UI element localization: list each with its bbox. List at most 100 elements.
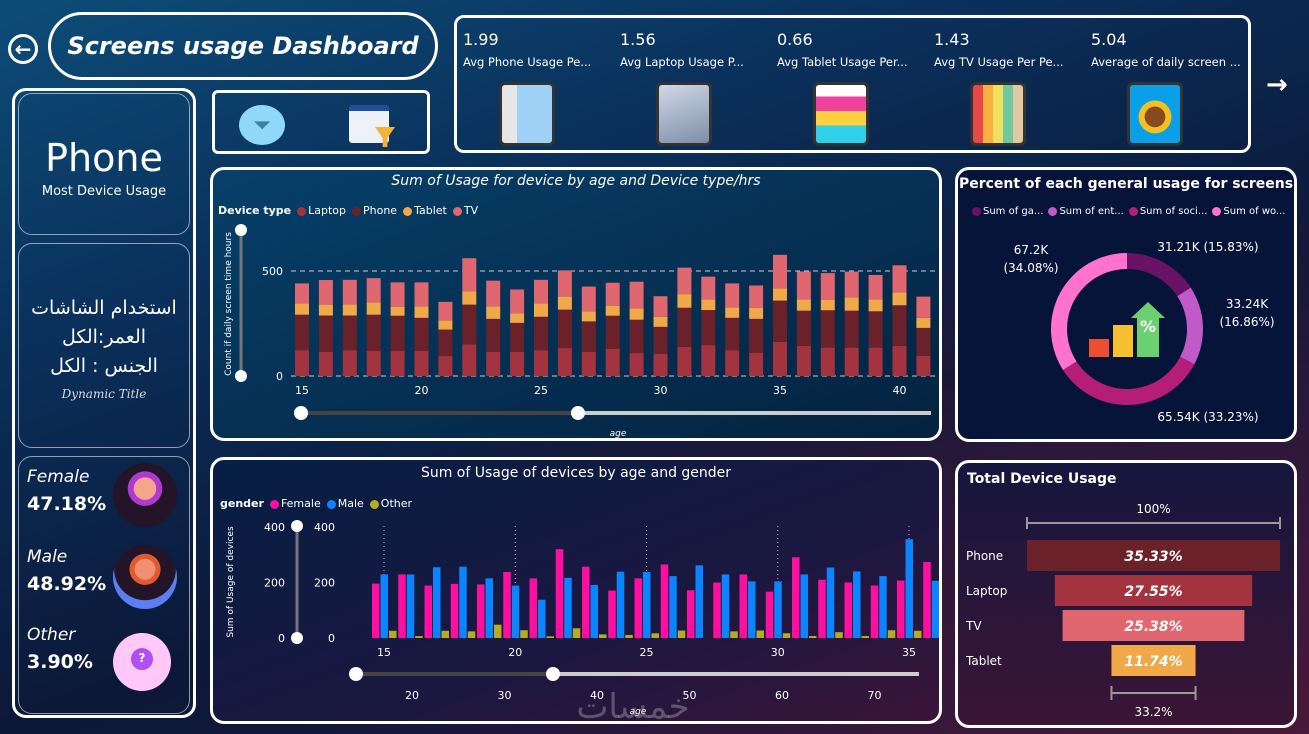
percent-symbol-icon: % bbox=[1140, 317, 1156, 336]
donut-slice[interactable] bbox=[1051, 253, 1127, 371]
x-axis-title: age bbox=[610, 429, 627, 438]
back-button[interactable]: ← bbox=[8, 34, 38, 64]
y-slider-handle[interactable] bbox=[291, 520, 303, 532]
bar-laptop-29 bbox=[629, 353, 644, 376]
bar-phone-28 bbox=[605, 315, 620, 349]
legend-item[interactable]: Sum of wo... bbox=[1212, 206, 1285, 217]
chart-growth-icon bbox=[1113, 325, 1133, 357]
age-slider-handle[interactable] bbox=[546, 667, 560, 681]
kpi-value: 1.43 bbox=[934, 30, 970, 49]
funnel-category-label: Phone bbox=[966, 549, 1003, 563]
kpi-value: 0.66 bbox=[777, 30, 813, 49]
bar-phone-37 bbox=[820, 310, 835, 348]
bar-other-16 bbox=[415, 636, 423, 638]
legend-item-female[interactable]: Female bbox=[269, 497, 321, 510]
male-avatar-icon bbox=[113, 545, 177, 609]
bar-tablet-41 bbox=[916, 317, 931, 328]
kpi-label: Average of daily screen ... bbox=[1091, 55, 1241, 69]
funnel-bar-phone[interactable] bbox=[1027, 540, 1280, 571]
donut-slice[interactable] bbox=[1063, 356, 1195, 405]
funnel-bar-laptop[interactable] bbox=[1054, 575, 1253, 606]
next-arrow-icon[interactable]: → bbox=[1266, 70, 1288, 100]
legend-item[interactable]: Sum of ga... bbox=[972, 206, 1043, 217]
bar-tablet-17 bbox=[342, 304, 357, 316]
legend-item[interactable]: Sum of ent... bbox=[1048, 206, 1124, 217]
kpi-label: Avg TV Usage Per Pe... bbox=[934, 55, 1064, 69]
clear-filters-icon[interactable]: ⏷ bbox=[239, 105, 285, 145]
x-tick-label: 30 bbox=[771, 646, 785, 659]
bar-tablet-20 bbox=[414, 306, 429, 318]
legend-item-laptop[interactable]: Laptop bbox=[297, 204, 346, 217]
age-slider-handle[interactable] bbox=[294, 406, 308, 420]
bar-tv-26 bbox=[557, 270, 572, 297]
bar-phone-34 bbox=[749, 318, 764, 353]
most-device-label: Most Device Usage bbox=[41, 184, 167, 199]
bar-female-19 bbox=[477, 584, 485, 638]
legend-item[interactable]: Sum of soci... bbox=[1128, 206, 1207, 217]
kpi-value: 1.56 bbox=[620, 30, 656, 49]
funnel-bar-tablet[interactable] bbox=[1111, 645, 1196, 676]
most-device-card: Phone Most Device Usage bbox=[18, 93, 190, 235]
x-tick-label: 15 bbox=[377, 646, 391, 659]
dynamic-title-card: استخدام الشاشات العمر:الكل الجنس : الكل … bbox=[18, 243, 190, 448]
donut-slice[interactable] bbox=[1127, 253, 1191, 297]
dashboard-title: Screens usage Dashboard bbox=[48, 12, 438, 80]
funnel-top-label: 100% bbox=[1136, 502, 1170, 516]
legend-item-phone[interactable]: Phone bbox=[352, 204, 397, 217]
funnel-value-label: 25.38% bbox=[1124, 619, 1182, 635]
bar-female-18 bbox=[450, 583, 459, 638]
bar-male-24 bbox=[616, 571, 625, 638]
funnel-category-label: TV bbox=[965, 619, 982, 633]
legend-item-other[interactable]: Other bbox=[369, 497, 412, 510]
slider-tick-label: 20 bbox=[405, 689, 419, 702]
y-axis-title: Sum of Usage of devices bbox=[226, 526, 236, 638]
bar-tablet-39 bbox=[868, 299, 883, 312]
bar-tv-27 bbox=[581, 286, 596, 312]
bar-female-26 bbox=[660, 564, 669, 638]
bar-tv-29 bbox=[629, 281, 644, 309]
back-arrow-icon: ← bbox=[14, 37, 32, 61]
funnel-category-label: Laptop bbox=[966, 584, 1007, 598]
bar-phone-40 bbox=[892, 305, 907, 346]
bar-other-31 bbox=[809, 636, 817, 638]
female-avatar-icon bbox=[113, 463, 177, 527]
bar-laptop-31 bbox=[677, 347, 692, 376]
bar-other-29 bbox=[756, 630, 764, 638]
age-slider-handle[interactable] bbox=[571, 406, 585, 420]
x-axis-title: age bbox=[630, 707, 647, 717]
chart-title: Percent of each general usage for screen… bbox=[958, 176, 1294, 192]
funnel-value-label: 11.74% bbox=[1124, 654, 1182, 670]
y-slider-handle[interactable] bbox=[235, 370, 247, 382]
kpi-strip: 1.99 Avg Phone Usage Pe... 1.56 Avg Laptop … bbox=[454, 15, 1251, 153]
dynamic-line: العمر:الكل bbox=[61, 326, 147, 348]
y-slider-handle[interactable] bbox=[235, 224, 247, 236]
chart-title: Sum of Usage of devices by age and gende… bbox=[420, 465, 732, 481]
chart-title: Sum of Usage for device by age and Devic… bbox=[391, 173, 761, 189]
bar-tablet-33 bbox=[725, 307, 740, 318]
gender-chart: Sum of Usage of devices by age and gende… bbox=[210, 457, 942, 724]
funnel-bar-tv[interactable] bbox=[1062, 610, 1245, 641]
bar-female-15 bbox=[372, 583, 380, 638]
bar-male-15 bbox=[380, 574, 388, 638]
y-slider-tick-label: 400 bbox=[264, 521, 285, 534]
dynamic-caption: Dynamic Title bbox=[61, 387, 147, 401]
age-slider-handle[interactable] bbox=[349, 667, 363, 681]
legend-item-tablet[interactable]: Tablet bbox=[403, 204, 447, 217]
donut-slice[interactable] bbox=[1177, 287, 1203, 365]
bar-laptop-27 bbox=[581, 351, 596, 376]
bar-other-32 bbox=[835, 632, 843, 638]
legend-item-male[interactable]: Male bbox=[326, 497, 364, 510]
bar-tv-20 bbox=[414, 282, 429, 307]
bar-laptop-33 bbox=[725, 350, 740, 376]
y-slider-handle[interactable] bbox=[291, 632, 303, 644]
bar-other-19 bbox=[494, 624, 502, 638]
watermark-logo: خمسات bbox=[576, 687, 689, 721]
bar-phone-31 bbox=[677, 307, 692, 348]
filter-panel-icon[interactable] bbox=[349, 105, 395, 147]
gender-label: Male bbox=[27, 547, 68, 567]
bar-female-16 bbox=[398, 574, 406, 638]
funnel-value-label: 35.33% bbox=[1124, 549, 1182, 565]
legend-item-tv[interactable]: TV bbox=[452, 204, 478, 217]
gender-value: 3.90% bbox=[27, 651, 93, 673]
bar-other-34 bbox=[887, 630, 896, 638]
